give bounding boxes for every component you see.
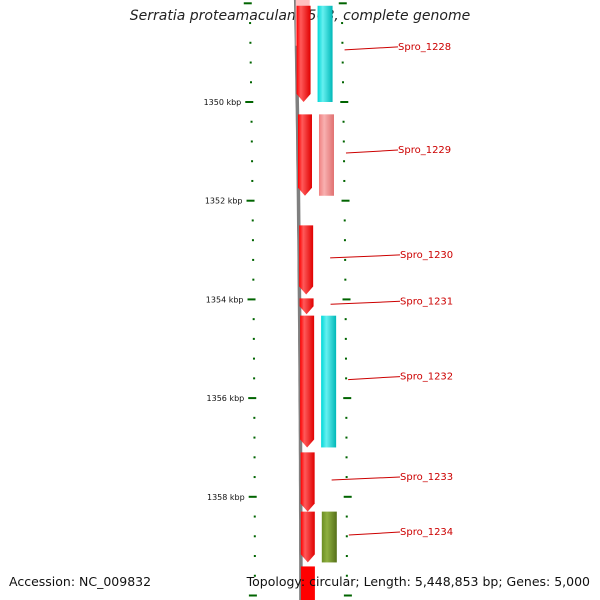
- minor-tick-left: [253, 416, 256, 419]
- major-tick-right: [341, 199, 350, 202]
- gene-label-spro_1231: Spro_1231: [400, 296, 453, 307]
- major-tick-right: [342, 298, 351, 301]
- minor-tick-left: [251, 239, 254, 242]
- tick-label: 1356 kbp: [207, 394, 245, 403]
- minor-tick-right: [345, 436, 348, 439]
- minor-tick-right: [341, 22, 344, 25]
- minor-tick-left: [253, 377, 256, 380]
- cog-bar: [321, 315, 337, 448]
- cds-arrow: [300, 511, 315, 563]
- gene-label-spro_1233: Spro_1233: [400, 472, 453, 483]
- gene-track: [295, 0, 337, 600]
- major-tick-left: [247, 298, 256, 301]
- minor-tick-right: [341, 81, 344, 84]
- minor-tick-right: [345, 416, 348, 419]
- minor-tick-left: [252, 337, 255, 340]
- minor-tick-left: [252, 258, 255, 261]
- minor-tick-right: [344, 357, 347, 360]
- label-leader-line: [330, 254, 401, 259]
- minor-tick-left: [249, 41, 252, 44]
- minor-tick-right: [343, 179, 346, 182]
- label-leader-line: [348, 531, 401, 536]
- minor-tick-left: [252, 318, 255, 321]
- minor-tick-left: [249, 22, 252, 25]
- tick-label: 1354 kbp: [206, 295, 244, 304]
- minor-tick-right: [345, 515, 348, 518]
- cog-bar: [317, 5, 333, 102]
- minor-tick-right: [344, 337, 347, 340]
- tick-label: 1352 kbp: [205, 197, 243, 206]
- label-leader-line: [331, 476, 401, 481]
- minor-tick-left: [249, 81, 252, 84]
- minor-tick-left: [251, 179, 254, 182]
- summary-text: Topology: circular; Length: 5,448,853 bp…: [246, 574, 590, 589]
- accession-text: Accession: NC_009832: [9, 574, 152, 589]
- minor-tick-left: [253, 456, 256, 459]
- major-tick-left: [246, 199, 255, 202]
- cds-arrow: [300, 315, 315, 448]
- major-tick-left: [248, 594, 257, 597]
- minor-tick-right: [342, 140, 345, 143]
- minor-tick-right: [342, 120, 345, 123]
- cds-arrow: [299, 298, 314, 315]
- minor-tick-right: [341, 61, 344, 64]
- major-tick-left: [245, 101, 254, 103]
- gene-labels: Spro_1228 Spro_1229 Spro_1230 Spro_1231 Spro…: [330, 42, 453, 538]
- cog-bar: [321, 511, 337, 563]
- gene-label-spro_1230: Spro_1230: [400, 250, 453, 261]
- minor-tick-left: [253, 476, 256, 479]
- tick-marks: 1350 kbp 1352 kbp 1354 kbp 1356 kbp 1358 kbp: [204, 2, 352, 597]
- major-tick-left: [248, 397, 257, 400]
- minor-tick-left: [252, 357, 255, 360]
- minor-tick-left: [253, 515, 256, 518]
- minor-tick-left: [249, 61, 252, 64]
- cds-arrow: [300, 452, 315, 512]
- label-leader-line: [344, 46, 399, 51]
- label-leader-line: [330, 300, 401, 305]
- major-tick-left: [248, 495, 257, 498]
- gene-label-spro_1228: Spro_1228: [398, 42, 451, 53]
- tick-label: 1358 kbp: [207, 493, 245, 502]
- minor-tick-right: [345, 456, 348, 459]
- major-tick-right: [343, 397, 352, 400]
- major-tick-right: [343, 594, 352, 597]
- minor-tick-left: [251, 219, 254, 222]
- minor-tick-right: [345, 476, 348, 479]
- gene-label-spro_1229: Spro_1229: [398, 145, 451, 156]
- minor-tick-right: [345, 574, 348, 577]
- minor-tick-left: [252, 278, 255, 281]
- minor-tick-right: [343, 160, 346, 163]
- minor-tick-right: [345, 377, 348, 380]
- cds-arrow: [296, 5, 311, 102]
- minor-tick-right: [344, 278, 347, 281]
- label-leader-line: [348, 376, 401, 381]
- minor-tick-left: [253, 555, 256, 558]
- minor-tick-left: [253, 574, 256, 577]
- major-tick-right: [338, 2, 347, 5]
- minor-tick-right: [344, 258, 347, 261]
- cds-arrow: [299, 225, 314, 295]
- minor-tick-left: [250, 120, 253, 123]
- minor-tick-right: [344, 318, 347, 321]
- minor-tick-right: [345, 535, 348, 538]
- label-leader-line: [345, 149, 399, 154]
- minor-tick-right: [345, 555, 348, 558]
- minor-tick-right: [343, 239, 346, 242]
- tick-label: 1350 kbp: [204, 98, 242, 107]
- minor-tick-left: [251, 160, 254, 163]
- minor-tick-left: [253, 436, 256, 439]
- minor-tick-left: [253, 535, 256, 538]
- minor-tick-left: [250, 140, 253, 143]
- major-tick-left: [243, 2, 252, 5]
- cds-continuation: [300, 566, 315, 600]
- gene-label-spro_1234: Spro_1234: [400, 527, 453, 538]
- major-tick-right: [340, 101, 349, 103]
- cog-bar: [318, 114, 334, 196]
- gene-label-spro_1232: Spro_1232: [400, 372, 453, 383]
- minor-tick-right: [343, 219, 346, 222]
- major-tick-right: [343, 495, 352, 498]
- minor-tick-right: [341, 41, 344, 44]
- cds-arrow: [297, 114, 312, 196]
